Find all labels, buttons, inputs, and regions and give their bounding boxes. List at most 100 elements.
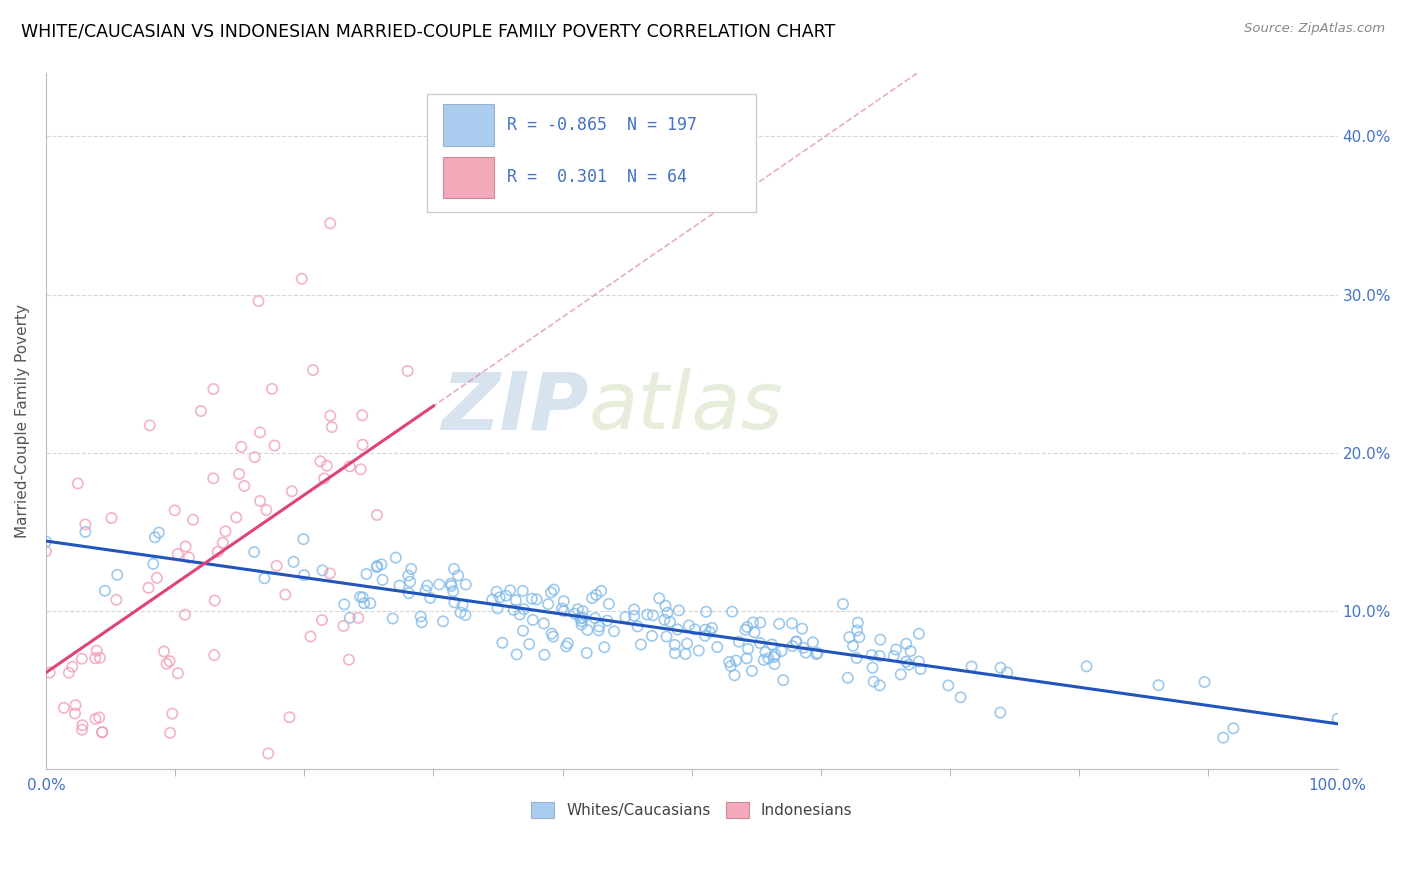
Point xyxy=(352,438,374,452)
Point xyxy=(581,591,603,606)
Point xyxy=(695,605,717,619)
Point xyxy=(495,589,517,603)
Point xyxy=(664,646,686,660)
Point xyxy=(138,581,160,595)
Point xyxy=(505,648,527,662)
Point xyxy=(333,598,356,612)
Point xyxy=(575,646,598,660)
Point xyxy=(869,648,891,663)
Point xyxy=(585,588,607,602)
Point xyxy=(742,615,765,630)
FancyBboxPatch shape xyxy=(427,94,756,212)
Point xyxy=(763,648,786,662)
Point xyxy=(84,712,107,726)
Point xyxy=(202,382,225,396)
Point xyxy=(537,597,560,611)
Point xyxy=(319,566,342,581)
Point xyxy=(785,634,807,648)
Point xyxy=(292,532,315,546)
Point xyxy=(846,615,869,630)
Point xyxy=(700,621,723,635)
Point xyxy=(763,650,786,665)
Point xyxy=(399,562,422,576)
Point xyxy=(443,562,465,576)
Point xyxy=(440,576,463,591)
Point xyxy=(260,382,283,396)
Point xyxy=(190,404,212,418)
Point xyxy=(782,639,804,653)
Point xyxy=(567,602,589,616)
Point xyxy=(522,613,544,627)
Point xyxy=(792,640,814,655)
Point xyxy=(664,638,686,652)
Point xyxy=(249,494,271,508)
Point xyxy=(540,585,562,599)
Point xyxy=(52,701,75,715)
Point xyxy=(949,690,972,705)
Point xyxy=(654,613,676,627)
Point xyxy=(319,216,342,230)
Point xyxy=(657,606,679,620)
Point xyxy=(623,602,645,616)
Point xyxy=(70,651,93,665)
Point xyxy=(695,623,717,637)
Point xyxy=(846,624,869,638)
Point xyxy=(623,608,645,623)
Point xyxy=(583,611,606,625)
Point xyxy=(143,530,166,544)
Point xyxy=(842,639,865,653)
Point xyxy=(356,567,378,582)
Point xyxy=(65,698,87,712)
Point xyxy=(636,607,658,622)
Point xyxy=(734,623,756,637)
Point xyxy=(339,459,361,474)
Point xyxy=(1326,712,1348,726)
Point xyxy=(486,601,509,615)
Point xyxy=(35,534,58,549)
Point xyxy=(988,706,1011,720)
Point xyxy=(678,618,700,632)
Point xyxy=(86,643,108,657)
Point xyxy=(257,747,280,761)
Point xyxy=(454,577,477,591)
Point xyxy=(571,614,593,628)
Point xyxy=(721,605,744,619)
Point xyxy=(159,726,181,740)
Point xyxy=(526,592,548,607)
Point xyxy=(908,655,931,669)
Point xyxy=(763,657,786,672)
Point xyxy=(166,547,188,561)
Point xyxy=(249,425,271,440)
Point xyxy=(896,637,918,651)
Point xyxy=(370,558,392,572)
Point xyxy=(807,646,830,660)
Point xyxy=(1194,675,1216,690)
Point xyxy=(419,591,441,605)
Point xyxy=(299,630,322,644)
Point xyxy=(181,513,204,527)
Point xyxy=(785,635,807,649)
Point xyxy=(381,611,404,625)
Point xyxy=(897,657,920,672)
Point xyxy=(675,647,697,661)
Point xyxy=(572,604,595,618)
Point xyxy=(894,655,917,669)
Point xyxy=(748,636,770,650)
Point xyxy=(441,584,464,599)
Point xyxy=(228,467,250,481)
Point xyxy=(447,568,470,582)
Point xyxy=(659,615,682,629)
Point xyxy=(838,630,860,644)
Point xyxy=(641,629,664,643)
Point xyxy=(177,550,200,565)
Point xyxy=(990,661,1012,675)
Point xyxy=(576,623,599,637)
Point xyxy=(202,471,225,485)
Point xyxy=(596,614,619,628)
Point xyxy=(202,648,225,662)
Point xyxy=(388,578,411,592)
Point xyxy=(302,363,325,377)
Point xyxy=(488,591,510,605)
Point xyxy=(572,611,595,625)
Point xyxy=(207,545,229,559)
